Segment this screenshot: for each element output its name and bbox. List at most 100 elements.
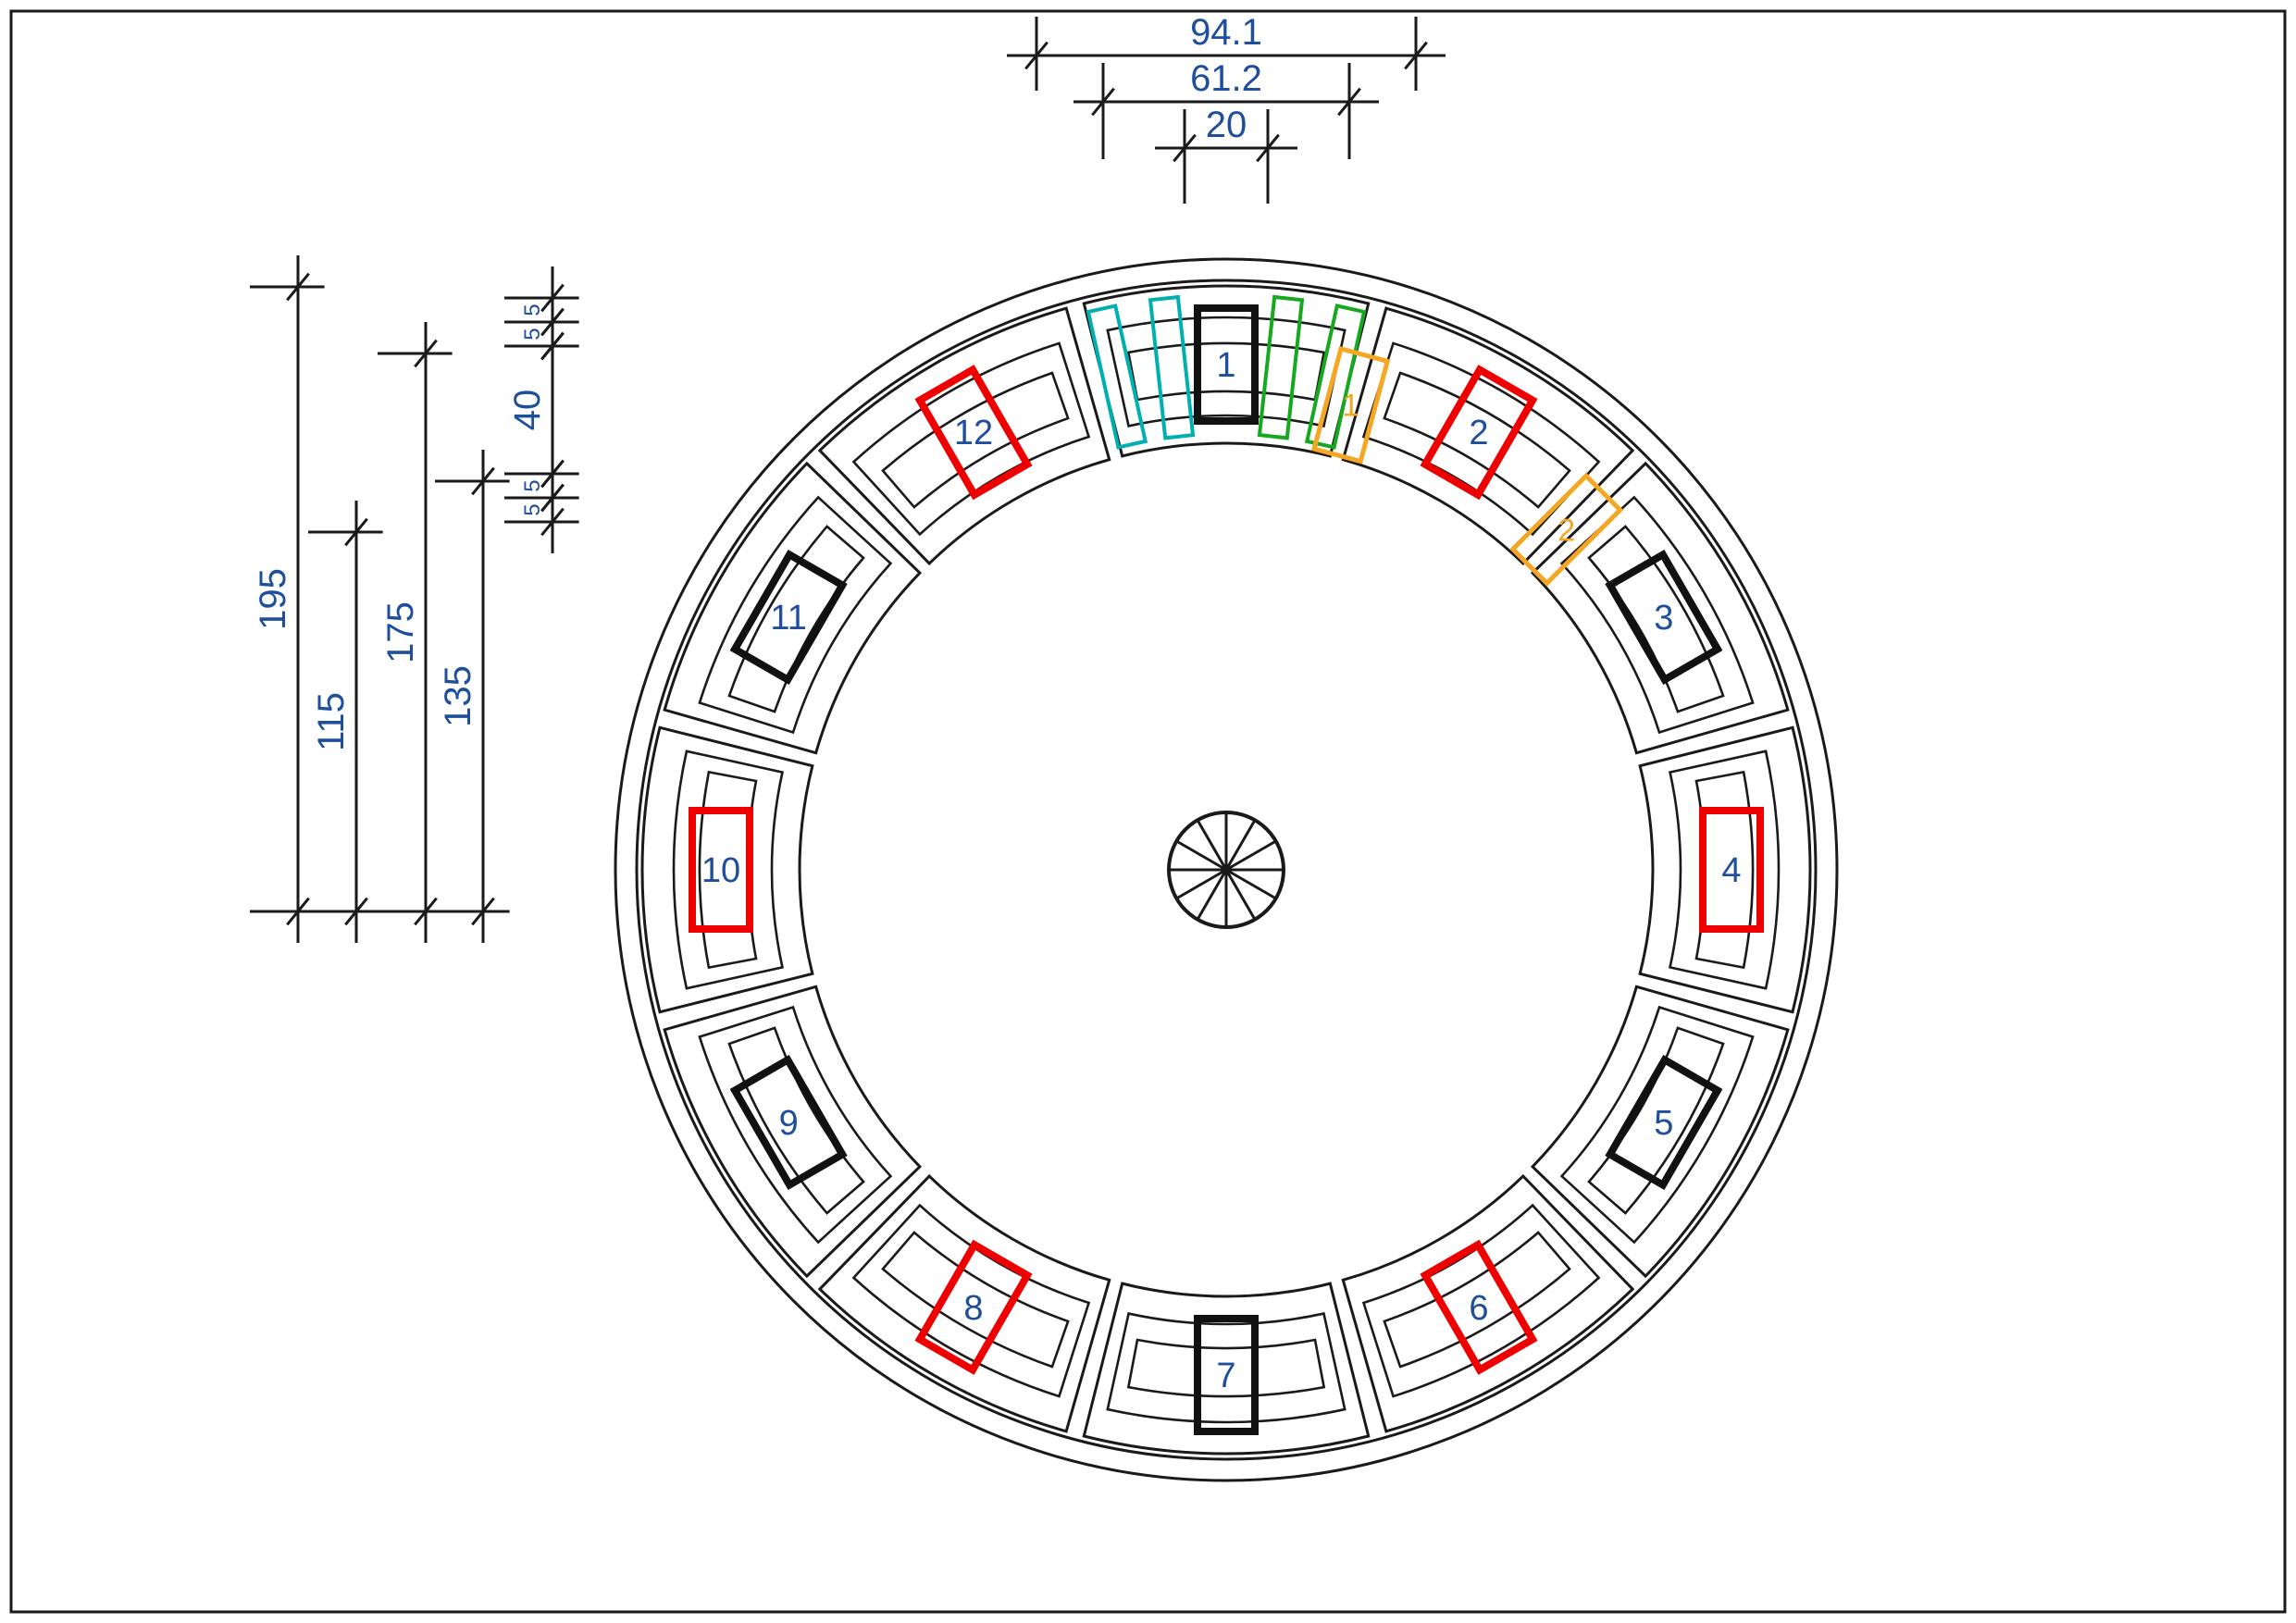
dim-61-2-text: 61.2 bbox=[1190, 58, 1262, 99]
orange-divider-1-group[interactable]: 1 bbox=[1310, 345, 1391, 465]
dim-20: 20 bbox=[1155, 105, 1297, 204]
dim-tick bbox=[344, 897, 368, 926]
station-7[interactable] bbox=[1082, 1282, 1371, 1456]
station-7-pocket-outline-1 bbox=[1082, 1282, 1371, 1456]
orange-divider-1-label: 1 bbox=[1342, 389, 1359, 424]
dim-175-text: 175 bbox=[380, 601, 421, 663]
green-inner-right[interactable] bbox=[1257, 294, 1305, 440]
station-7-label: 7 bbox=[1216, 1357, 1235, 1395]
station-5-part-rect[interactable] bbox=[1605, 1054, 1723, 1191]
dim-tick-slash bbox=[471, 466, 495, 496]
station-2-pocket-outline-1 bbox=[1341, 306, 1635, 566]
station-9-part-group[interactable] bbox=[729, 1054, 848, 1191]
station-1-part-rect[interactable] bbox=[1194, 304, 1259, 425]
carousel-ring-circle bbox=[635, 279, 1818, 1461]
station-3-part-rect[interactable] bbox=[1605, 549, 1723, 686]
dim-tick bbox=[286, 897, 310, 926]
station-part-layer bbox=[689, 304, 1764, 1435]
orange-part-layer: 12 bbox=[1310, 345, 1624, 587]
station-3-pocket-outline-1 bbox=[1530, 461, 1790, 755]
station-5-part-group[interactable] bbox=[1605, 1054, 1723, 1191]
station-7-part-rect[interactable] bbox=[1194, 1315, 1259, 1435]
dim-94-1-text: 94.1 bbox=[1190, 12, 1262, 53]
station-1-part-group[interactable] bbox=[1194, 304, 1259, 425]
green-outer-right-group[interactable] bbox=[1304, 304, 1367, 450]
station-9-part-rect[interactable] bbox=[729, 1054, 848, 1191]
dim-tick bbox=[1091, 87, 1115, 117]
station-8-pocket-outline-2 bbox=[851, 1203, 1091, 1398]
station-8-part-rect[interactable] bbox=[914, 1239, 1033, 1375]
station-2-part-group[interactable] bbox=[1420, 365, 1538, 501]
station-11-part-group[interactable] bbox=[729, 549, 848, 686]
dim-tick-slash bbox=[1256, 133, 1280, 163]
center-hub-spoke-8 bbox=[1175, 839, 1227, 872]
station-4-part-group[interactable] bbox=[1699, 807, 1764, 933]
dim-tick-slash bbox=[1173, 133, 1197, 163]
station-5-label: 5 bbox=[1654, 1104, 1673, 1143]
dim-tick-slash bbox=[414, 897, 438, 926]
station-2-part-rect[interactable] bbox=[1420, 365, 1538, 501]
dim-tick-slash bbox=[1337, 87, 1361, 117]
station-10-part-group[interactable] bbox=[689, 807, 753, 933]
station-7-pocket-outline-2 bbox=[1106, 1312, 1347, 1424]
station-12-pocket-outline-1 bbox=[817, 306, 1111, 566]
dim-40: 40 bbox=[504, 315, 579, 505]
station-6-label: 6 bbox=[1469, 1289, 1488, 1328]
center-hub-spoke-9 bbox=[1196, 819, 1228, 871]
dim-5-b: 5 bbox=[504, 291, 579, 378]
green-inner-right-group[interactable] bbox=[1257, 294, 1305, 440]
station-6-pocket-outline-2 bbox=[1361, 1203, 1601, 1398]
station-6-part-group[interactable] bbox=[1420, 1239, 1538, 1375]
station-11-part-rect[interactable] bbox=[729, 549, 848, 686]
station-8-label: 8 bbox=[963, 1289, 983, 1328]
orange-divider-2-group[interactable]: 2 bbox=[1509, 472, 1624, 587]
station-5-pocket-outline-2 bbox=[1559, 1005, 1755, 1245]
dim-tick-slash bbox=[344, 897, 368, 926]
teal-outer-left-group[interactable] bbox=[1086, 304, 1148, 450]
dim-5-b-text: 5 bbox=[520, 328, 545, 340]
station-4-pocket-outline-2 bbox=[1669, 750, 1781, 990]
station-10-part-rect[interactable] bbox=[689, 807, 753, 933]
dim-tick-slash bbox=[540, 483, 565, 513]
dim-tick bbox=[1024, 41, 1049, 70]
dim-115: 115 bbox=[308, 501, 383, 943]
teal-inner-left[interactable] bbox=[1148, 294, 1196, 440]
orange-divider-2[interactable] bbox=[1509, 472, 1624, 587]
dim-tick bbox=[414, 897, 438, 926]
dim-115-text: 115 bbox=[311, 692, 352, 751]
dimension-layer: 94.1 61.2 20 195 115 175 135 5 5 40 5 5 bbox=[250, 12, 1446, 943]
station-8-part-group[interactable] bbox=[914, 1239, 1033, 1375]
station-5-pocket-outline-1 bbox=[1530, 985, 1790, 1279]
dim-tick-slash bbox=[1404, 41, 1428, 70]
green-outer-right[interactable] bbox=[1304, 304, 1367, 450]
station-7-part-group[interactable] bbox=[1194, 1315, 1259, 1435]
orange-divider-1[interactable] bbox=[1310, 345, 1391, 465]
station-11-label: 11 bbox=[770, 599, 806, 638]
dim-tick bbox=[471, 897, 495, 926]
dim-tick bbox=[540, 331, 565, 361]
station-9-label: 9 bbox=[779, 1104, 799, 1143]
station-3-part-group[interactable] bbox=[1605, 549, 1723, 686]
station-4-label: 4 bbox=[1721, 851, 1741, 890]
dim-175: 175 bbox=[378, 322, 453, 943]
station-11-pocket-outline-1 bbox=[663, 461, 923, 755]
station-12-part-rect[interactable] bbox=[914, 365, 1033, 501]
dim-tick-slash bbox=[286, 272, 310, 302]
teal-outer-left[interactable] bbox=[1086, 304, 1148, 450]
teal-inner-left-group[interactable] bbox=[1148, 294, 1196, 440]
dim-tick-slash bbox=[471, 897, 495, 926]
dim-tick bbox=[1173, 133, 1197, 163]
station-12-part-group[interactable] bbox=[914, 365, 1033, 501]
station-4-part-rect[interactable] bbox=[1699, 807, 1764, 933]
center-hub-spoke-5 bbox=[1196, 869, 1228, 921]
station-6-part-rect[interactable] bbox=[1420, 1239, 1538, 1375]
dim-tick bbox=[1337, 87, 1361, 117]
dim-61-2: 61.2 bbox=[1074, 58, 1379, 159]
station-4-pocket-outline-1 bbox=[1638, 725, 1812, 1014]
center-hub-spoke-12 bbox=[1225, 839, 1277, 872]
dim-5-c-text: 5 bbox=[520, 479, 545, 491]
dim-tick bbox=[414, 339, 438, 368]
